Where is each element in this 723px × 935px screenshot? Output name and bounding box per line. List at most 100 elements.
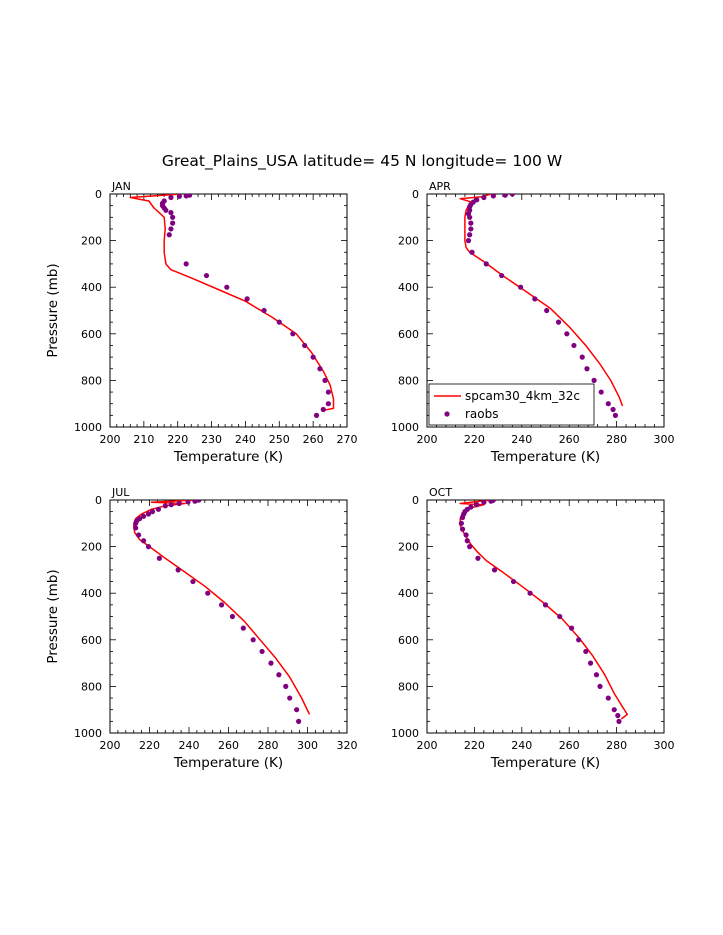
figure-title: Great_Plains_USA latitude= 45 N longitud… — [162, 152, 562, 171]
raobs-point — [229, 613, 236, 620]
x-tick-label: 220 — [139, 739, 160, 752]
raobs-point — [244, 296, 250, 302]
chart-panel-jul: 200 220 240 260 280 300 320 0 200 400 600 800 1000 JU… — [45, 486, 358, 771]
raobs-point — [259, 648, 265, 655]
raobs-point — [468, 220, 474, 226]
raobs-point — [320, 406, 326, 413]
raobs-point — [133, 525, 139, 531]
raobs-point — [616, 718, 622, 724]
x-tick-label: 260 — [559, 433, 580, 446]
x-tick-label: 270 — [337, 433, 358, 446]
raobs-point — [268, 660, 274, 666]
raobs-point — [192, 500, 198, 504]
raobs-point — [468, 226, 474, 232]
y-tick-label: 400 — [81, 281, 102, 294]
panels: 200 210 220 230 240 250 260 270 0 200 400 600 800 100… — [45, 180, 675, 771]
x-axis-label: Temperature (K) — [490, 449, 600, 465]
raobs-point — [605, 401, 611, 407]
legend-label-raobs: raobs — [465, 407, 499, 421]
raobs-point — [168, 210, 174, 216]
x-tick-label: 240 — [179, 739, 200, 752]
raobs-point — [557, 613, 563, 620]
raobs-point — [322, 377, 328, 383]
legend-label-model: spcam30_4km_32c — [465, 389, 580, 403]
x-tick-label: 200 — [100, 739, 121, 752]
raobs-point — [140, 538, 147, 544]
x-tick-label: 220 — [167, 433, 188, 446]
y-tick-label: 200 — [81, 235, 102, 248]
x-tick-label: 250 — [269, 433, 290, 446]
plot-frame — [426, 499, 665, 734]
y-tick-label: 600 — [398, 634, 419, 647]
raobs-point — [325, 401, 331, 407]
x-tick-label: 240 — [235, 433, 256, 446]
y-tick-label: 200 — [398, 541, 419, 554]
raobs-point — [597, 683, 603, 690]
raobs-point — [467, 232, 473, 238]
raobs-point — [287, 695, 293, 701]
y-tick-label: 0 — [95, 494, 102, 507]
y-tick-label: 400 — [398, 587, 419, 600]
y-tick-label: 200 — [398, 235, 419, 248]
x-tick-label: 300 — [297, 739, 318, 752]
raobs-point — [240, 625, 246, 631]
raobs-point — [568, 625, 575, 631]
raobs-point — [224, 284, 230, 290]
raobs-point — [499, 272, 505, 279]
raobs-point — [176, 500, 182, 507]
raobs-point — [175, 567, 181, 573]
raobs-point — [510, 578, 517, 585]
x-tick-label: 300 — [654, 433, 675, 446]
model-profile-line — [129, 194, 335, 412]
raobs-point — [564, 331, 570, 337]
x-axis-label: Temperature (K) — [490, 755, 600, 771]
raobs-point — [491, 567, 498, 573]
raobs-point — [145, 544, 152, 550]
raobs-point — [615, 712, 621, 719]
raobs-point — [467, 214, 473, 220]
raobs-point — [474, 502, 480, 508]
y-tick-label: 800 — [81, 680, 102, 693]
raobs-point — [190, 578, 196, 585]
raobs-point — [203, 272, 210, 279]
x-tick-label: 210 — [133, 433, 154, 446]
x-tick-label: 320 — [337, 739, 358, 752]
raobs-point — [313, 412, 320, 418]
y-tick-label: 800 — [398, 374, 419, 387]
panel-label: JUL — [111, 486, 130, 499]
raobs-point — [469, 249, 475, 255]
model-profile-line — [459, 194, 624, 407]
x-tick-label: 260 — [559, 739, 580, 752]
raobs-point — [464, 538, 470, 544]
y-axis-label: Pressure (mb) — [45, 263, 61, 357]
raobs-point — [296, 718, 302, 724]
raobs-point — [294, 707, 300, 713]
raobs-point — [610, 406, 616, 413]
raobs-point — [475, 555, 481, 561]
raobs-point — [576, 637, 582, 643]
raobs-point — [555, 319, 562, 325]
raobs-point — [458, 520, 464, 526]
raobs-point — [527, 590, 533, 596]
raobs-point — [542, 602, 549, 608]
raobs-point — [276, 319, 282, 325]
y-tick-label: 600 — [81, 634, 102, 647]
series-group — [132, 500, 311, 724]
chart-panel-oct: 200 220 240 260 280 300 0 200 400 600 800 1000 OCT Te… — [391, 486, 675, 771]
raobs-point — [133, 520, 139, 526]
raobs-point — [481, 500, 487, 505]
raobs-point — [250, 637, 256, 643]
raobs-point — [145, 511, 152, 517]
raobs-point — [611, 707, 617, 713]
chart-panel-apr: 200 220 240 260 280 300 0 200 400 600 800 1000 APR Te… — [391, 180, 675, 465]
raobs-point — [467, 544, 473, 550]
x-axis-label: Temperature (K) — [173, 755, 283, 771]
raobs-point — [156, 555, 162, 561]
raobs-point — [149, 509, 156, 515]
legend-box — [428, 383, 595, 426]
y-tick-label: 0 — [412, 494, 419, 507]
y-tick-label: 1000 — [74, 727, 102, 740]
raobs-point — [502, 194, 508, 198]
